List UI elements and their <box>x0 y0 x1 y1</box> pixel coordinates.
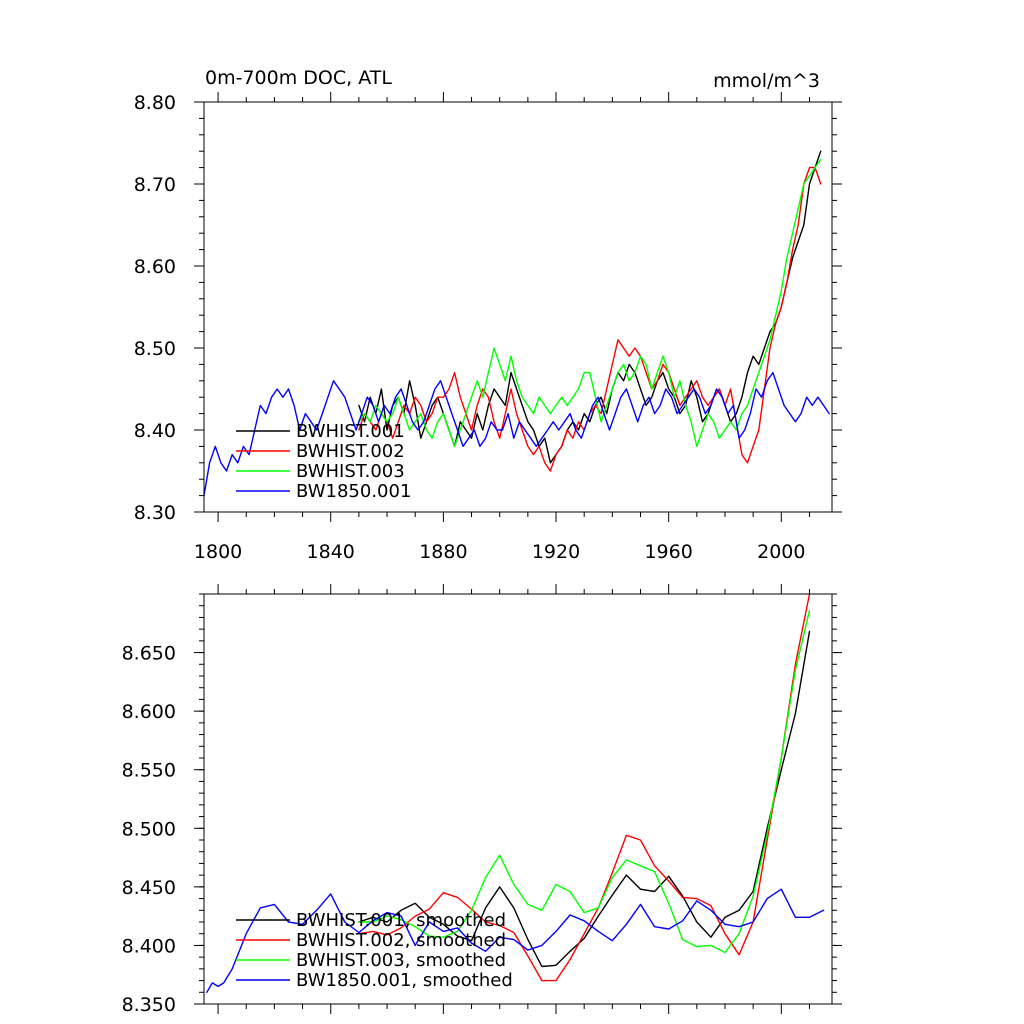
bottom-legend-label: BWHIST.003, smoothed <box>296 950 506 971</box>
top-plot-frame <box>203 101 833 513</box>
top-x-tick-label: 1960 <box>644 541 692 563</box>
top-x-tick-label: 1920 <box>532 541 580 563</box>
top-panel-units: mmol/m^3 <box>713 70 820 92</box>
bottom-y-tick-label: 8.400 <box>122 935 176 957</box>
top-series-bwhist-001 <box>358 150 822 464</box>
bottom-legend-label: BWHIST.002, smoothed <box>296 930 506 951</box>
top-y-tick-label: 8.50 <box>134 338 176 360</box>
bottom-series-bw1850-001-smoothed <box>206 888 825 993</box>
bottom-legend-label: BW1850.001, smoothed <box>296 970 513 991</box>
top-y-tick-label: 8.80 <box>134 92 176 114</box>
top-series-bwhist-002 <box>358 166 822 472</box>
bottom-y-tick-label: 8.450 <box>122 877 176 899</box>
top-x-tick-label: 1840 <box>307 541 355 563</box>
top-series-bwhist-003 <box>358 158 822 448</box>
bottom-panel: 8.350 8.400 8.450 8.500 8.550 8.600 8.650 BWHI… <box>122 584 842 1016</box>
top-x-tick-label: 2000 <box>757 541 805 563</box>
bottom-plot-frame <box>203 593 833 1005</box>
bottom-series-bwhist-003-smoothed <box>358 609 811 954</box>
top-panel-title: 0m-700m DOC, ATL <box>205 67 392 89</box>
top-legend-label: BWHIST.002 <box>296 441 405 462</box>
top-y-tick-label: 8.70 <box>134 174 176 196</box>
top-y-tick-label: 8.30 <box>134 502 176 524</box>
top-x-tick-label: 1880 <box>419 541 467 563</box>
top-panel: 0m-700m DOC, ATL mmol/m^3 1800 1840 1880 19… <box>134 67 842 563</box>
bottom-y-tick-label: 8.500 <box>122 818 176 840</box>
bottom-y-tick-label: 8.600 <box>122 701 176 723</box>
top-y-tick-label: 8.60 <box>134 256 176 278</box>
top-legend-label: BWHIST.001 <box>296 421 405 442</box>
bottom-y-tick-label: 8.350 <box>122 994 176 1016</box>
top-y-tick-label: 8.40 <box>134 420 176 442</box>
bottom-series-bwhist-001-smoothed <box>358 630 811 968</box>
top-legend-label: BW1850.001 <box>296 481 411 502</box>
top-series-bw1850-001 <box>203 371 830 497</box>
bottom-y-tick-label: 8.550 <box>122 760 176 782</box>
top-x-tick-label: 1800 <box>194 541 242 563</box>
bottom-legend-label: BWHIST.001, smoothed <box>296 910 506 931</box>
bottom-y-tick-label: 8.650 <box>122 643 176 665</box>
bottom-series-bwhist-002-smoothed <box>358 593 811 982</box>
top-legend-label: BWHIST.003 <box>296 461 405 482</box>
